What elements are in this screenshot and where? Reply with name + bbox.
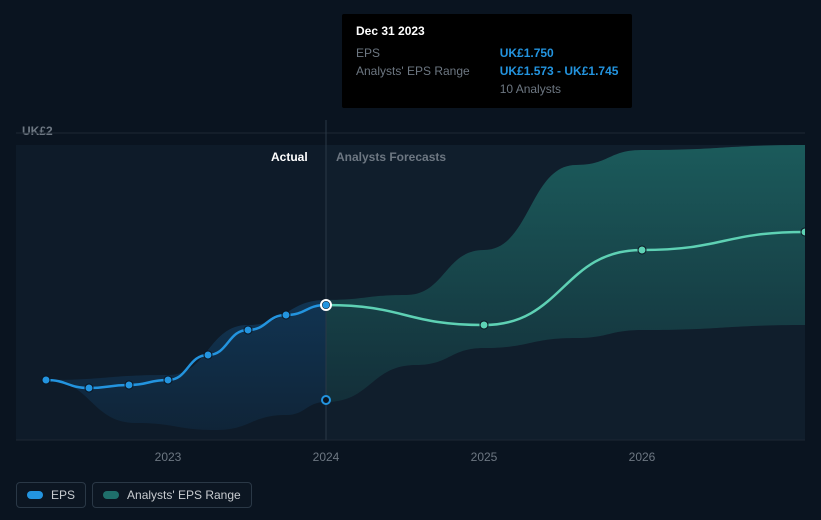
chart-tooltip: Dec 31 2023 EPS UK£1.750 Analysts' EPS R… [342,14,632,108]
section-label-forecast: Analysts Forecasts [336,150,446,164]
chart-marker[interactable] [282,311,290,319]
tooltip-row-value: UK£1.573 - UK£1.745 [500,62,619,80]
tooltip-row-range: Analysts' EPS Range UK£1.573 - UK£1.745 [356,62,618,80]
tooltip-table: EPS UK£1.750 Analysts' EPS Range UK£1.57… [356,44,618,98]
legend-swatch [27,491,43,499]
legend-swatch [103,491,119,499]
chart-marker[interactable] [204,351,212,359]
chart-svg[interactable] [16,120,805,450]
x-tick-label: 2025 [471,450,498,464]
tooltip-row-label: EPS [356,44,500,62]
chart-marker[interactable] [638,246,646,254]
chart-marker[interactable] [801,228,805,236]
chart-marker[interactable] [125,381,133,389]
chart-marker[interactable] [164,376,172,384]
chart-marker[interactable] [85,384,93,392]
chart-marker[interactable] [480,321,488,329]
section-label-actual: Actual [271,150,308,164]
tooltip-row-label: Analysts' EPS Range [356,62,500,80]
tooltip-row-meta: 10 Analysts [356,80,618,98]
x-tick-label: 2024 [313,450,340,464]
tooltip-date: Dec 31 2023 [356,24,618,38]
x-tick-label: 2026 [629,450,656,464]
legend: EPS Analysts' EPS Range [16,482,252,508]
tooltip-row-value: UK£1.750 [500,44,619,62]
legend-label: EPS [51,488,75,502]
legend-item[interactable]: Analysts' EPS Range [92,482,252,508]
eps-forecast-chart: Dec 31 2023 EPS UK£1.750 Analysts' EPS R… [16,0,805,520]
chart-marker[interactable] [322,301,330,309]
extra-marker [322,396,330,404]
x-tick-label: 2023 [155,450,182,464]
legend-label: Analysts' EPS Range [127,488,241,502]
chart-marker[interactable] [244,326,252,334]
chart-marker[interactable] [42,376,50,384]
tooltip-meta: 10 Analysts [500,80,619,98]
legend-item[interactable]: EPS [16,482,86,508]
tooltip-row-eps: EPS UK£1.750 [356,44,618,62]
